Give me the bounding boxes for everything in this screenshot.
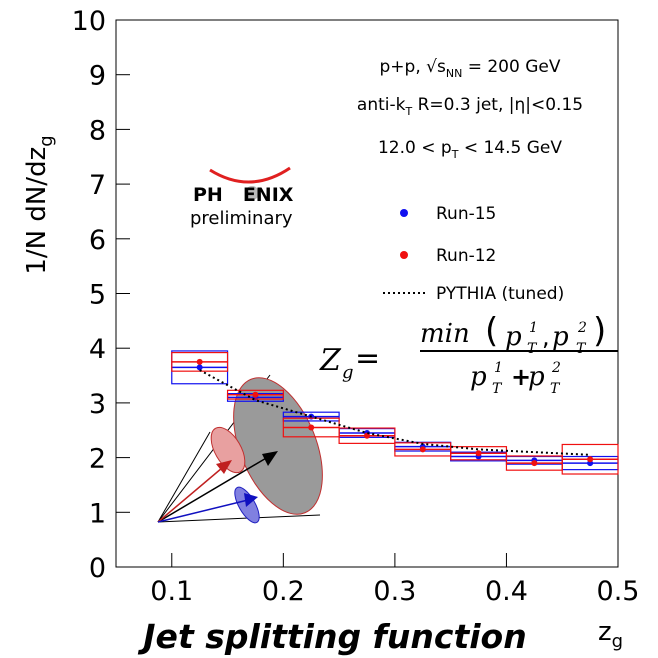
formula-part: 2: [551, 360, 561, 376]
annotation: 12.0 < pT < 14.5 GeV: [378, 138, 562, 161]
data-point: [308, 424, 315, 431]
formula-part: g: [342, 362, 354, 383]
formula-part: T: [576, 341, 587, 357]
data-point: [587, 456, 594, 463]
formula-part: Z: [319, 343, 342, 378]
data-point: [196, 358, 203, 365]
y-label-main: 1/N dN/dz: [22, 147, 52, 275]
annotation-part: 12.0 < p: [378, 138, 452, 158]
logo-enix: ENIX: [243, 184, 294, 206]
annotation-part: = 200 GeV: [462, 57, 561, 77]
phenix-logo: [209, 166, 291, 200]
annotation-part: NN: [446, 67, 462, 80]
formula-part: ,: [542, 323, 550, 351]
formula-part: T: [550, 381, 561, 397]
formula-part: +: [511, 363, 531, 391]
formula-part: p: [505, 322, 522, 352]
annotation-part: p+p,: [380, 57, 427, 77]
formula-part: T: [492, 381, 503, 397]
y-tick-label: 2: [89, 444, 106, 475]
data-point: [419, 446, 426, 453]
legend-label: PYTHIA (tuned): [436, 284, 564, 304]
formula-part: p: [552, 322, 569, 352]
formula-part: 1: [494, 360, 503, 376]
x-tick-label: 0.1: [150, 576, 193, 607]
legend-marker: [400, 251, 408, 259]
y-tick-label: 5: [89, 280, 106, 311]
annotation: anti-kT R=0.3 jet, |η|<0.15: [357, 95, 583, 118]
annotation: p+p, √sNN = 200 GeV: [380, 57, 561, 80]
y-label-sub: g: [36, 135, 57, 146]
data-point: [196, 364, 203, 371]
legend-label: Run-12: [436, 246, 496, 266]
y-tick-label: 8: [89, 115, 106, 146]
annotation-part: anti-k: [357, 95, 406, 115]
x-tick-label: 0.2: [262, 576, 305, 607]
y-tick-label: 7: [89, 170, 106, 201]
logo-sun: [245, 186, 259, 200]
formula-part: p: [528, 362, 545, 392]
x-tick-label: 0.4: [485, 576, 528, 607]
formula-part: min: [420, 319, 470, 349]
data-point: [252, 391, 259, 398]
y-tick-label: 6: [89, 225, 106, 256]
logo-arc: [209, 166, 291, 184]
x-label-sub: g: [612, 631, 623, 652]
data-point: [531, 460, 538, 467]
y-tick-label: 1: [89, 498, 106, 529]
logo-text: PH ENIX: [193, 184, 294, 206]
formula-part: T: [527, 341, 538, 357]
y-tick-label: 3: [89, 389, 106, 420]
annotation-part: R=0.3 jet, |η|<0.15: [412, 95, 583, 115]
formula-part: 2: [577, 320, 587, 336]
x-tick-label: 0.3: [373, 576, 416, 607]
y-axis-label: 1/N dN/dzg: [22, 135, 57, 274]
x-tick-label: 0.5: [597, 576, 640, 607]
formula-part: ): [593, 311, 606, 351]
x-label-main: z: [598, 617, 612, 647]
formula-part: 1: [529, 320, 538, 336]
annotation-part: T: [451, 148, 459, 161]
chart-title: Jet splitting function: [137, 617, 526, 656]
annotation-part: < 14.5 GeV: [458, 138, 562, 158]
annotation-part: s: [437, 57, 446, 77]
legend-marker: [400, 209, 408, 217]
legend-label: Run-15: [436, 204, 496, 224]
x-axis-label: zg: [598, 617, 623, 652]
jet-cone-diagram: [157, 374, 323, 524]
y-tick-label: 4: [89, 334, 106, 365]
logo-subtitle: preliminary: [190, 208, 293, 229]
annotation-part: √: [426, 57, 437, 77]
data-point: [475, 450, 482, 457]
annotation-part: T: [404, 105, 412, 118]
formula-part: (: [485, 311, 498, 351]
y-tick-label: 10: [72, 6, 106, 37]
y-tick-label: 0: [89, 553, 106, 584]
y-tick-label: 9: [89, 61, 106, 92]
formula-part: p: [470, 362, 487, 392]
logo-ph: PH: [193, 184, 223, 206]
formula-part: =: [355, 341, 380, 376]
